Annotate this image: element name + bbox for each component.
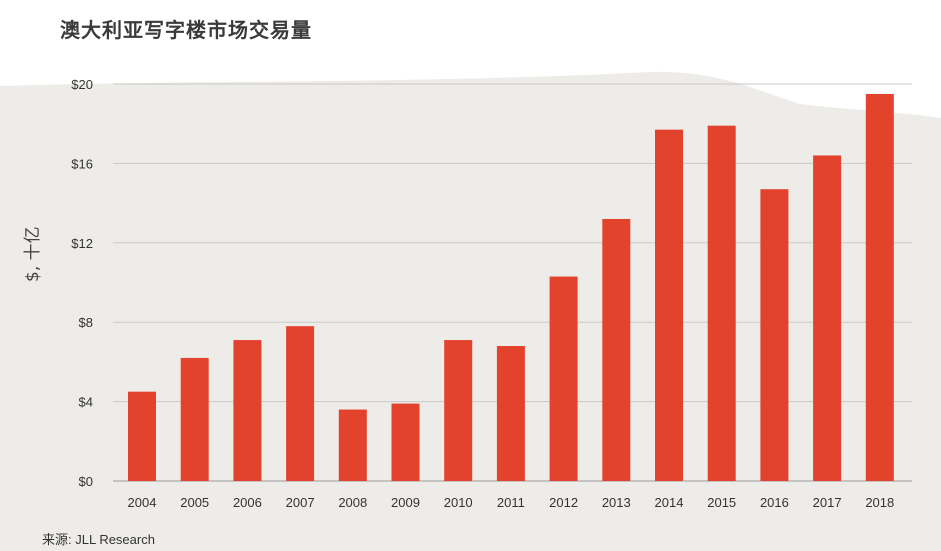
x-tick-label: 2015 (707, 495, 736, 510)
x-axis-ticks: 2004 2005 2006 2007 2008 2009 2010 2011 2012 2013… (128, 495, 895, 510)
y-tick-label: $0 (79, 474, 93, 489)
x-tick-label: 2008 (338, 495, 367, 510)
bar-2016 (760, 189, 789, 481)
x-tick-label: 2016 (760, 495, 789, 510)
source-note: 来源: JLL Research (42, 532, 155, 547)
chart-title: 澳大利亚写字楼市场交易量 (60, 18, 312, 42)
bar-2004 (128, 391, 156, 481)
bar-2012 (549, 276, 578, 481)
bars (128, 93, 894, 482)
x-tick-label: 2004 (128, 495, 157, 510)
bar-2015 (707, 125, 736, 481)
y-tick-label: $8 (79, 315, 93, 330)
y-axis-label: $, 十亿 (23, 226, 43, 282)
bar-2013 (602, 218, 631, 482)
bar-2008 (338, 409, 367, 481)
y-tick-label: $16 (71, 156, 93, 171)
x-tick-label: 2011 (497, 495, 525, 510)
x-tick-label: 2005 (180, 495, 209, 510)
y-tick-label: $12 (71, 236, 93, 251)
bar-2009 (391, 403, 420, 481)
bar-2014 (655, 129, 683, 481)
x-tick-label: 2018 (865, 495, 894, 510)
x-tick-label: 2010 (444, 495, 473, 510)
y-tick-label: $20 (71, 77, 93, 92)
x-tick-label: 2014 (655, 495, 684, 510)
x-tick-label: 2007 (286, 495, 315, 510)
x-tick-label: 2013 (602, 495, 631, 510)
bar-2006 (233, 340, 262, 481)
x-tick-label: 2017 (813, 495, 842, 510)
x-tick-label: 2012 (549, 495, 578, 510)
bar-2011 (496, 346, 525, 481)
x-tick-label: 2009 (391, 495, 420, 510)
y-axis-ticks: $0 $4 $8 $12 $16 $20 (71, 77, 93, 489)
bar-2018 (865, 93, 894, 482)
bar-2017 (813, 155, 842, 481)
y-tick-label: $4 (79, 395, 93, 410)
bar-2007 (286, 326, 315, 481)
bar-2010 (444, 340, 473, 481)
x-tick-label: 2006 (233, 495, 262, 510)
bar-2005 (180, 357, 209, 481)
